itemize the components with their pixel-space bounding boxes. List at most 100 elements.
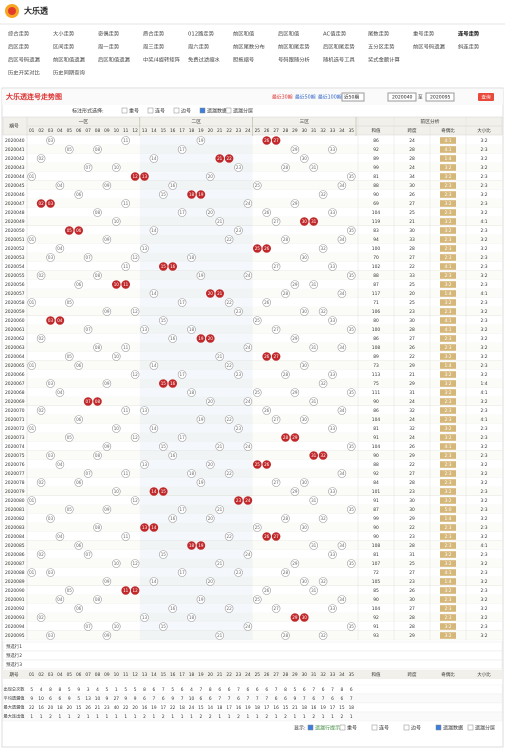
period-link[interactable]: 最近100期 [318, 94, 342, 101]
stat-value: 3:2 [480, 210, 487, 216]
stat-value: 2:3 [480, 453, 487, 459]
nav-link[interactable]: 连号走势 [458, 30, 480, 38]
stat-value: 3:2 [480, 399, 487, 405]
zone2-bg [139, 451, 253, 460]
nav-link[interactable]: 后区号码遗漏 [8, 56, 40, 64]
nav-link[interactable]: 周三走势 [143, 43, 165, 51]
ball-number: 05 [67, 228, 73, 233]
ball-number: 25 [255, 390, 261, 395]
ball [346, 172, 356, 181]
ball-number: 16 [170, 336, 176, 341]
checkbox[interactable] [307, 724, 314, 731]
ball-number: 32 [320, 453, 326, 458]
ball-number: 07 [85, 624, 91, 629]
checkbox[interactable] [121, 107, 128, 114]
zone2-bg [139, 586, 253, 595]
nav-link[interactable]: 重号走势 [413, 30, 435, 38]
ball [224, 298, 234, 307]
zone2-bg [139, 406, 253, 415]
query-button[interactable] [478, 93, 494, 101]
checkbox[interactable] [467, 724, 474, 731]
period-link[interactable]: 最近30期 [272, 94, 293, 101]
checkbox[interactable] [435, 724, 442, 731]
nav-link[interactable]: 前区和尾走势 [278, 43, 310, 51]
ball-number: 15 [161, 624, 167, 629]
stat-value: 34 [409, 174, 415, 180]
nav-link[interactable]: 历史开奖对比 [8, 69, 40, 77]
ball [299, 154, 309, 163]
summary-value: 9 [30, 696, 33, 702]
nav-link[interactable]: AC值走势 [323, 30, 347, 38]
footer-label: 显示: [294, 726, 306, 732]
summary-value: 16 [38, 705, 44, 711]
nav-link[interactable]: 五分区走势 [368, 43, 395, 51]
ball-number: 08 [95, 147, 101, 152]
issue-number: 2020043 [5, 165, 25, 171]
summary-value: 9 [68, 696, 71, 702]
row-bg [3, 163, 502, 172]
ball [299, 415, 309, 424]
nav-link[interactable]: 中奖/4旋转矩阵 [143, 56, 181, 64]
row-bg [3, 154, 502, 163]
nav-link[interactable]: 奇偶走势 [98, 30, 120, 38]
nav-link[interactable]: 区间走势 [53, 43, 75, 51]
nav-link[interactable]: 012路走势 [188, 30, 215, 38]
checkbox[interactable] [403, 724, 410, 731]
nav-link[interactable]: 后区和尾走势 [323, 43, 355, 51]
ball [318, 190, 328, 199]
nav-link[interactable]: 后区走势 [8, 43, 30, 51]
nav-link[interactable]: 随机选号工具 [323, 56, 355, 64]
ball [234, 226, 243, 235]
row-bg [3, 613, 502, 622]
ball [271, 532, 281, 541]
ball [290, 334, 300, 343]
ball [112, 163, 121, 172]
stat-value: 2:3 [480, 408, 487, 414]
nav-link[interactable]: 胆拖缩号 [233, 56, 254, 64]
summary-value: 10 [38, 696, 44, 702]
summary-value: 17 [330, 705, 336, 711]
nav-link[interactable]: 奖式金额计算 [368, 56, 400, 64]
nav-link[interactable]: 质合走势 [143, 30, 165, 38]
query-button-text[interactable]: 查询 [481, 94, 491, 101]
nav-link[interactable]: 综合走势 [8, 30, 30, 38]
nav-link[interactable]: 周一走势 [98, 43, 120, 51]
nav-link[interactable]: 前区尾数分布 [233, 43, 265, 51]
nav-link[interactable]: 号码跟随分析 [278, 56, 310, 64]
ball [65, 226, 74, 235]
ball [159, 622, 168, 631]
summary-value: 2 [341, 714, 344, 720]
issue-number: 2020054 [5, 264, 25, 270]
checkbox[interactable] [199, 107, 206, 114]
nav-link[interactable]: 后区和值遗漏 [98, 56, 130, 64]
nav-link[interactable]: 周六走势 [188, 43, 210, 51]
nav-link[interactable]: 前区和值遗漏 [53, 56, 85, 64]
ball-number: 29 [292, 390, 298, 395]
nav-link[interactable]: 免费过滤缩水 [188, 56, 220, 64]
ball [187, 325, 196, 334]
checkbox[interactable] [371, 724, 378, 731]
ball [290, 487, 300, 496]
checkbox[interactable] [225, 107, 232, 114]
badge [440, 236, 456, 243]
nav-link[interactable]: 斜连走势 [458, 43, 480, 51]
stat-value: 33 [409, 237, 415, 243]
nav-link[interactable]: 历史同期查询 [53, 69, 85, 77]
stat-value: 22 [409, 462, 415, 468]
nav-link[interactable]: 尾数走势 [368, 30, 390, 38]
nav-link[interactable]: 前区号码遗漏 [413, 43, 445, 51]
nav-link[interactable]: 大小走势 [53, 30, 75, 38]
checkbox[interactable] [339, 724, 346, 731]
ball-number: 32 [320, 516, 326, 521]
period-link[interactable]: 最近50期 [295, 94, 316, 101]
ball-number: 26 [264, 246, 270, 251]
nav-link[interactable]: 后区和值 [278, 30, 300, 38]
ball-number: 04 [57, 318, 63, 323]
checkbox[interactable] [173, 107, 180, 114]
checkbox[interactable] [147, 107, 154, 114]
ball-number: 13 [142, 408, 148, 413]
nav-link[interactable]: 前区和值 [233, 30, 255, 38]
row-bg [3, 325, 502, 334]
zone2-bg [139, 316, 253, 325]
column-number-repeat: 19 [198, 672, 204, 678]
